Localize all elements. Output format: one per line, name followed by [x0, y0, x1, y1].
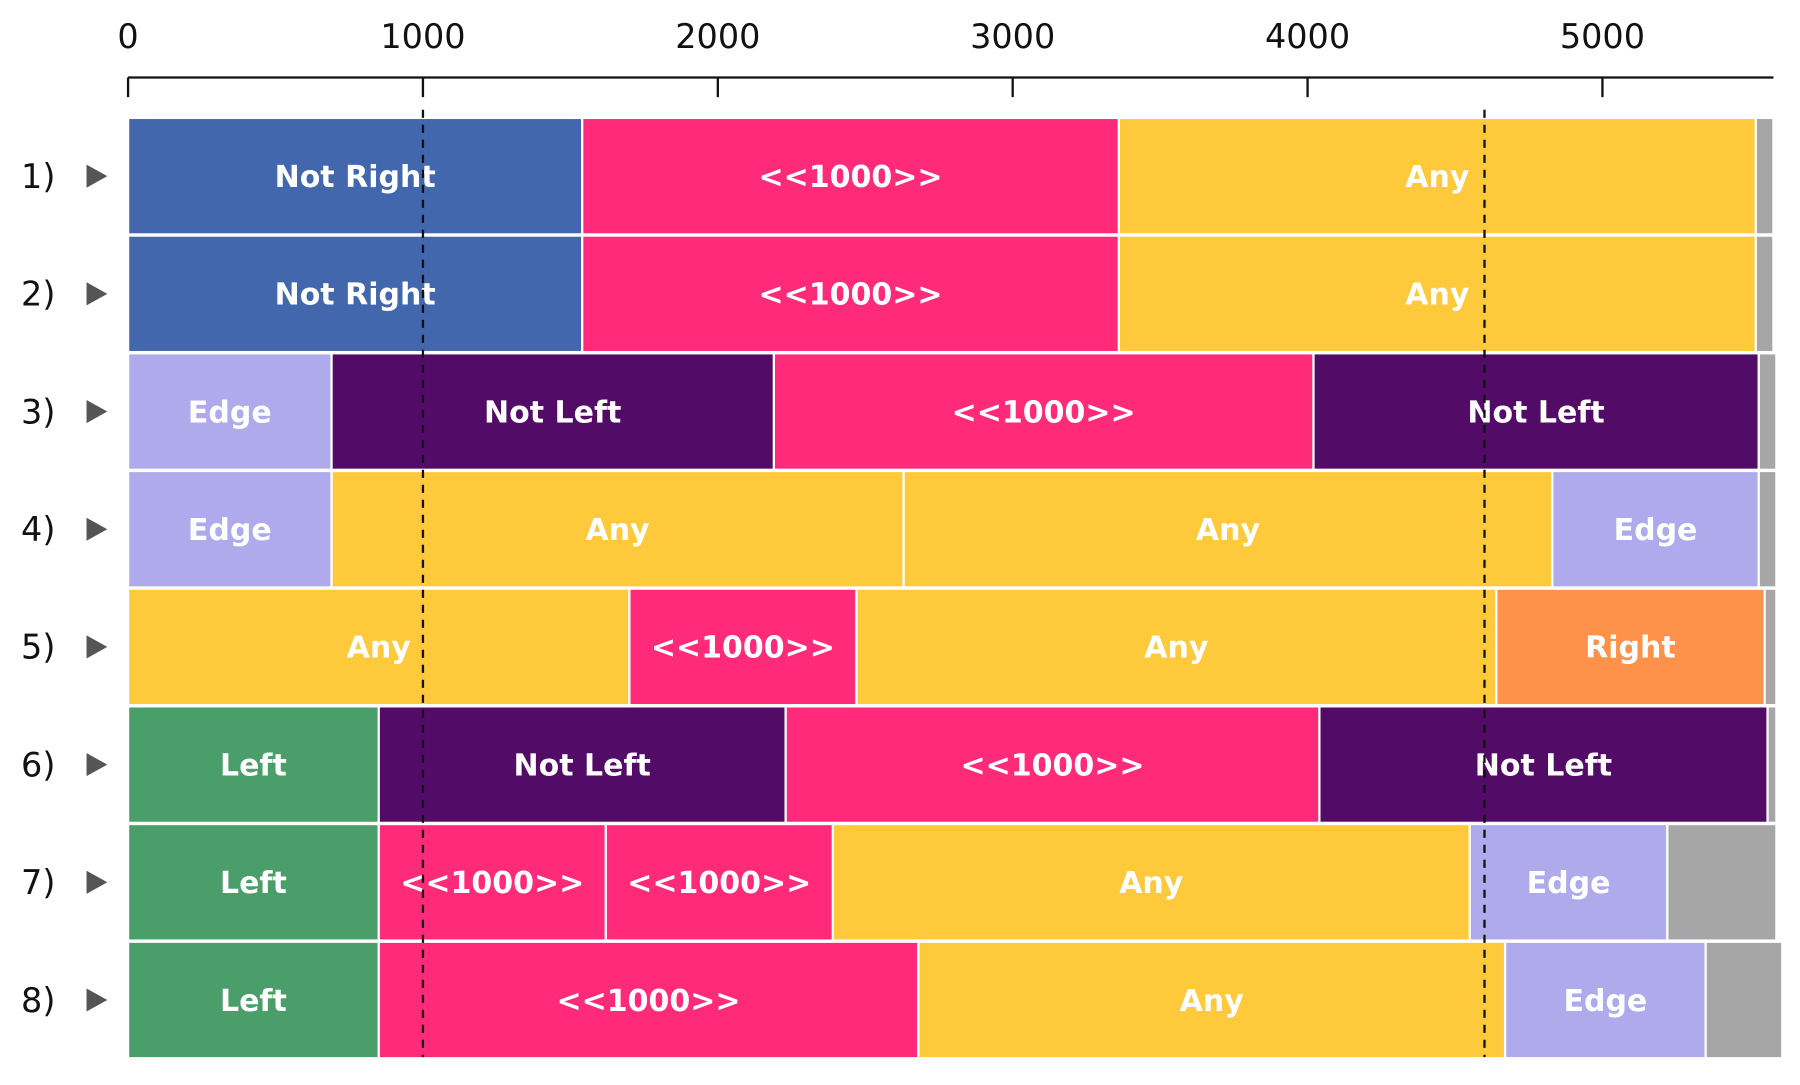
segment	[1314, 354, 1758, 469]
segment-label: <<1000>>	[960, 748, 1144, 783]
segment-label: <<1000>>	[627, 866, 811, 901]
segment	[1765, 589, 1776, 705]
segment	[1768, 707, 1776, 822]
segment	[1759, 354, 1776, 469]
segment-label: <<1000>>	[952, 395, 1136, 430]
row-label: 7)	[21, 863, 55, 902]
segment-label: Left	[220, 866, 287, 901]
row-label: 3)	[21, 392, 55, 431]
segment-label: Any	[1405, 278, 1470, 313]
segment	[129, 119, 582, 234]
segment	[379, 707, 785, 822]
x-tick-label: 1000	[380, 17, 465, 56]
expand-toggle[interactable]	[86, 282, 108, 306]
segment-label: Left	[220, 984, 287, 1019]
segment	[606, 825, 832, 940]
segment	[1320, 707, 1767, 822]
segment	[1668, 825, 1776, 940]
segment-label: Edge	[188, 395, 272, 430]
segment-label: Not Right	[275, 278, 436, 313]
segment	[1756, 119, 1773, 234]
segment-label: Any	[347, 631, 412, 666]
segment-label: <<1000>>	[758, 160, 942, 195]
segment-label: Any	[1144, 631, 1209, 666]
segment-label: Any	[585, 513, 650, 548]
row-label: 4)	[21, 510, 55, 549]
segment	[775, 354, 1313, 469]
segment	[919, 942, 1504, 1058]
row-label: 8)	[21, 981, 55, 1020]
segment	[129, 707, 378, 822]
x-tick-label: 2000	[675, 17, 760, 56]
segment-label: <<1000>>	[758, 278, 942, 313]
segment	[379, 825, 605, 940]
segment	[1497, 589, 1764, 705]
segment	[833, 825, 1469, 940]
x-tick-label: 0	[117, 17, 138, 56]
segment	[904, 472, 1552, 587]
expand-toggle[interactable]	[86, 164, 108, 188]
segment-label: <<1000>>	[400, 866, 584, 901]
x-tick-label: 5000	[1560, 17, 1645, 56]
segment-label: Edge	[188, 513, 272, 548]
segment	[1756, 236, 1773, 351]
expand-toggle[interactable]	[86, 517, 108, 541]
segment	[1120, 119, 1755, 234]
segment	[583, 236, 1118, 351]
segment	[857, 589, 1496, 705]
segment-label: Left	[220, 748, 287, 783]
expand-toggle[interactable]	[86, 870, 108, 894]
segment-label: Not Left	[1467, 395, 1604, 430]
segment	[129, 354, 331, 469]
segment	[1759, 472, 1776, 587]
segment	[129, 236, 582, 351]
segment	[129, 472, 331, 587]
segment	[1706, 942, 1782, 1058]
segment-label: Any	[1196, 513, 1261, 548]
segment	[332, 472, 903, 587]
segment-label: Not Left	[484, 395, 621, 430]
segment	[129, 589, 629, 705]
segment-label: Not Left	[1475, 748, 1612, 783]
segment	[1553, 472, 1758, 587]
segment-label: Edge	[1614, 513, 1698, 548]
expand-toggle[interactable]	[86, 635, 108, 659]
row-label: 6)	[21, 745, 55, 784]
x-tick-label: 3000	[970, 17, 1055, 56]
segment-label: Any	[1180, 984, 1245, 1019]
segment	[1470, 825, 1667, 940]
segment-label: Edge	[1563, 984, 1647, 1019]
segment	[786, 707, 1319, 822]
segment	[129, 942, 378, 1058]
segment	[583, 119, 1118, 234]
row-label: 1)	[21, 157, 55, 196]
segment	[332, 354, 773, 469]
segment-label: <<1000>>	[557, 984, 741, 1019]
segment-label: Any	[1119, 866, 1184, 901]
segment	[1506, 942, 1705, 1058]
segment-label: Not Left	[513, 748, 650, 783]
expand-toggle[interactable]	[86, 400, 108, 424]
segment-label: Right	[1585, 631, 1676, 666]
expand-toggle[interactable]	[86, 753, 108, 777]
segment	[129, 825, 378, 940]
segment	[379, 942, 918, 1058]
segment-label: Any	[1405, 160, 1470, 195]
row-label: 2)	[21, 275, 55, 314]
expand-toggle[interactable]	[86, 988, 108, 1012]
segment-label: <<1000>>	[651, 631, 835, 666]
segment-label: Not Right	[275, 160, 436, 195]
segment-label: Edge	[1527, 866, 1611, 901]
segment	[1120, 236, 1755, 351]
row-label: 5)	[21, 628, 55, 667]
segment	[630, 589, 856, 705]
x-tick-label: 4000	[1265, 17, 1350, 56]
